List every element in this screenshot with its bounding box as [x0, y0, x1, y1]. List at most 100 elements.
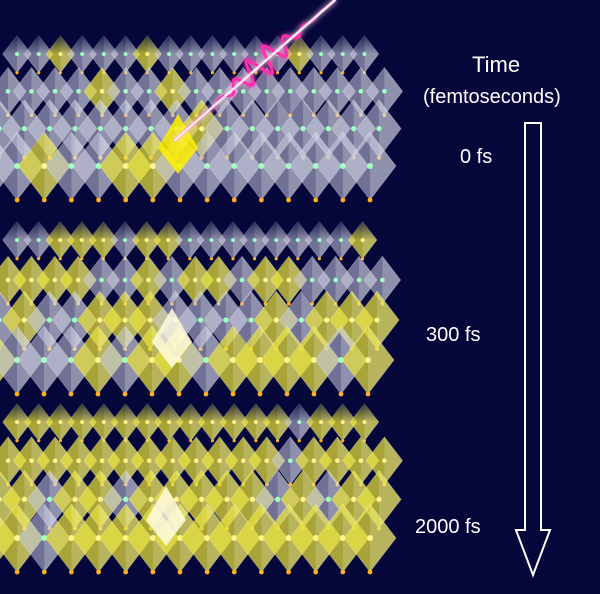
corner-atom: [176, 391, 182, 397]
center-atom: [5, 458, 11, 464]
center-atom: [333, 277, 338, 283]
center-atom: [217, 458, 223, 464]
center-atom: [311, 458, 317, 464]
corner-atom: [361, 257, 365, 261]
corner-atom: [189, 439, 193, 443]
corner-atom: [367, 197, 373, 203]
center-atom: [29, 88, 34, 94]
center-atom: [311, 88, 317, 94]
center-atom: [198, 125, 205, 132]
center-atom: [198, 496, 205, 503]
depth-fade: [0, 32, 400, 54]
center-atom: [0, 496, 2, 502]
corner-atom: [69, 569, 74, 575]
center-atom: [148, 496, 154, 503]
depth-fade: [0, 218, 400, 240]
center-atom: [311, 357, 317, 363]
corner-atom: [284, 391, 290, 397]
corner-atom: [41, 391, 47, 397]
corner-atom: [365, 391, 371, 397]
corner-atom: [37, 71, 41, 75]
center-atom: [122, 163, 129, 169]
corner-atom: [177, 197, 183, 203]
corner-atom: [188, 257, 192, 261]
center-atom: [99, 88, 105, 94]
corner-atom: [286, 301, 291, 306]
center-atom: [248, 317, 254, 323]
center-atom: [203, 357, 209, 363]
center-atom: [149, 357, 155, 363]
center-atom: [365, 357, 371, 363]
center-atom: [376, 496, 382, 503]
center-atom: [323, 317, 330, 323]
corner-atom: [58, 257, 62, 261]
center-atom: [284, 357, 290, 363]
octahedron-facet: [370, 132, 396, 200]
center-atom: [239, 277, 245, 283]
center-atom: [14, 357, 20, 363]
time-axis-title: Time: [472, 52, 521, 77]
center-atom: [312, 163, 319, 169]
center-atom: [367, 535, 373, 541]
center-atom: [123, 88, 128, 94]
center-atom: [325, 496, 332, 503]
corner-atom: [259, 569, 264, 575]
corner-atom: [80, 257, 84, 261]
corner-atom: [203, 391, 209, 397]
center-atom: [68, 163, 75, 169]
center-atom: [249, 496, 256, 503]
center-atom: [350, 496, 357, 503]
center-atom: [287, 88, 293, 94]
corner-atom: [41, 569, 47, 575]
corner-atom: [230, 391, 236, 397]
center-atom: [123, 458, 128, 464]
center-atom: [217, 88, 223, 94]
corner-atom: [231, 257, 235, 261]
center-atom: [356, 277, 362, 283]
corner-atom: [339, 257, 343, 261]
corner-atom: [340, 197, 346, 203]
center-atom: [325, 125, 332, 132]
center-atom: [97, 317, 103, 323]
center-atom: [21, 496, 28, 503]
center-atom: [339, 163, 346, 169]
corner-atom: [253, 257, 257, 261]
center-atom: [173, 496, 180, 503]
lattice-layer-300fs: [0, 218, 401, 397]
center-atom: [29, 458, 34, 464]
center-atom: [258, 535, 265, 541]
center-atom: [312, 535, 319, 541]
corner-atom: [232, 439, 236, 443]
center-atom: [99, 277, 104, 283]
center-atom: [147, 317, 153, 323]
center-atom: [52, 458, 58, 464]
corner-atom: [296, 257, 300, 261]
center-atom: [46, 125, 53, 132]
center-atom: [68, 535, 75, 541]
center-atom: [0, 317, 2, 323]
center-atom: [76, 458, 81, 464]
center-atom: [21, 125, 28, 132]
center-atom: [204, 535, 211, 541]
center-atom: [52, 88, 58, 94]
corner-atom: [58, 71, 63, 75]
center-atom: [122, 277, 128, 283]
corner-atom: [58, 439, 63, 443]
corner-atom: [69, 197, 74, 203]
corner-atom: [15, 257, 19, 261]
corner-atom: [166, 257, 170, 261]
center-atom: [95, 535, 102, 541]
corner-atom: [313, 569, 319, 575]
octahedron-facet: [379, 99, 402, 158]
center-atom: [72, 125, 78, 132]
corner-atom: [338, 391, 344, 397]
corner-atom: [204, 197, 210, 203]
corner-atom: [288, 482, 293, 487]
corner-atom: [311, 391, 317, 397]
center-atom: [122, 125, 129, 132]
center-atom: [274, 496, 281, 503]
highlight-octahedron: [152, 308, 192, 368]
center-atom: [192, 277, 198, 283]
corner-atom: [95, 391, 101, 397]
corner-atom: [232, 71, 236, 75]
